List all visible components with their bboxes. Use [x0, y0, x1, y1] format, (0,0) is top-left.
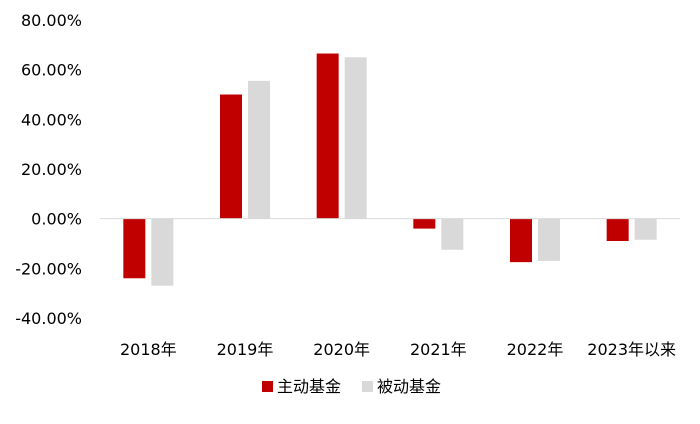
- x-tick-label: 2019年: [217, 340, 274, 359]
- x-tick-label: 2018年: [120, 340, 177, 359]
- bar: [344, 57, 367, 219]
- y-tick-label: -20.00%: [15, 259, 82, 278]
- x-tick-label: 2020年: [313, 340, 370, 359]
- y-tick-label: 20.00%: [21, 160, 82, 179]
- x-tick-label: 2023年以来: [587, 340, 676, 359]
- y-axis: 80.00% 60.00% 40.00% 20.00% 0.00% -20.00% -40.…: [15, 11, 82, 328]
- y-tick-label: 60.00%: [21, 61, 82, 80]
- x-axis: 2018年 2019年 2020年 2021年 2022年 2023年以来: [120, 340, 676, 359]
- y-tick-label: -40.00%: [15, 309, 82, 328]
- bar: [510, 218, 532, 263]
- bar: [441, 218, 464, 250]
- bar: [123, 218, 146, 279]
- bar: [634, 218, 657, 240]
- y-tick-label: 80.00%: [21, 11, 82, 30]
- legend-label: 主动基金: [277, 377, 341, 396]
- legend-label: 被动基金: [377, 377, 441, 396]
- bar: [606, 218, 629, 242]
- legend-swatch: [362, 381, 373, 392]
- bar: [413, 218, 436, 229]
- x-tick-label: 2021年: [410, 340, 467, 359]
- bar: [151, 218, 174, 286]
- bar: [316, 53, 339, 219]
- bar: [538, 218, 560, 261]
- x-tick-label: 2022年: [507, 340, 564, 359]
- bar: [248, 80, 270, 219]
- legend-swatch: [262, 381, 273, 392]
- bar: [220, 94, 242, 219]
- legend: 主动基金 被动基金: [262, 377, 441, 396]
- bars: [123, 53, 657, 286]
- y-tick-label: 0.00%: [31, 210, 82, 229]
- y-tick-label: 40.00%: [21, 110, 82, 129]
